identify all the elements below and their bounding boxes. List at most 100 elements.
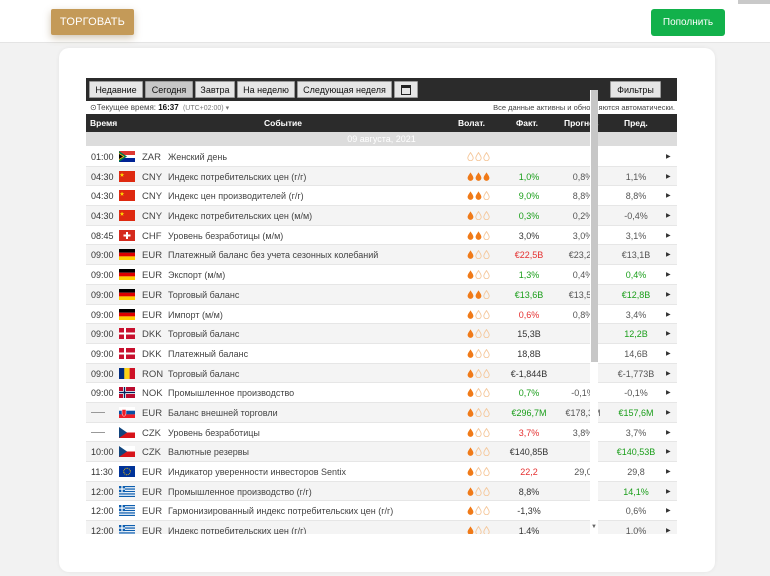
- event-actual: €296,7M: [511, 407, 547, 418]
- event-title: Индекс потребительских цен (г/г): [168, 526, 307, 534]
- event-previous: €157,6M: [618, 407, 654, 418]
- table-row[interactable]: 09:00 NOK Промышленное производство 0,7% -0,…: [86, 383, 677, 403]
- expand-arrow-icon[interactable]: ▶: [666, 252, 671, 259]
- volatility-icon: [467, 348, 490, 358]
- flag-ch-icon: [119, 229, 135, 241]
- event-currency: RON: [142, 368, 164, 380]
- event-actual: 1,3%: [518, 270, 540, 281]
- event-time: 04:30: [91, 191, 114, 202]
- event-title: Экспорт (м/м): [168, 270, 226, 281]
- table-row[interactable]: 09:00 DKK Торговый баланс 15,3B 12,2B ▶: [86, 324, 677, 344]
- expand-arrow-icon[interactable]: ▶: [666, 350, 671, 357]
- event-currency: NOK: [142, 388, 163, 400]
- deposit-button[interactable]: Пополнить: [651, 9, 725, 36]
- event-title: Торговый баланс: [168, 329, 240, 340]
- table-row[interactable]: 09:00 EUR Торговый баланс €13,6B €13,5B €12,8…: [86, 284, 677, 305]
- event-forecast: 0,8%: [572, 309, 594, 320]
- table-row[interactable]: 09:00 RON Торговый баланс €-1,844B €-1,773B ▶: [86, 363, 677, 384]
- event-previous: €12,8B: [621, 289, 651, 300]
- scrollbar-thumb[interactable]: [591, 90, 598, 362]
- calendar-icon: [401, 84, 411, 95]
- expand-arrow-icon[interactable]: ▶: [666, 370, 671, 377]
- expand-arrow-icon[interactable]: ▶: [666, 488, 671, 495]
- table-header: Время Событие Волат. Факт. Прогноз Пред.: [86, 114, 677, 132]
- event-currency: EUR: [142, 467, 163, 478]
- flag-cn-icon: [119, 190, 135, 202]
- table-row[interactable]: CZK Уровень безработицы 3,7% 3,8% 3,7% ▶: [86, 422, 677, 443]
- col-actual: Факт.: [516, 118, 539, 128]
- table-row[interactable]: 01:00 ZAR Женский день ▶: [86, 147, 677, 167]
- expand-arrow-icon[interactable]: ▶: [666, 429, 671, 436]
- event-title: Индекс потребительских цен (г/г): [168, 171, 307, 182]
- flag-gr-icon: [119, 485, 135, 497]
- table-row[interactable]: EUR Баланс внешней торговли €296,7M €178,3M…: [86, 402, 677, 423]
- table-row[interactable]: 09:00 EUR Платежный баланс без учета сезон…: [86, 245, 677, 266]
- table-row[interactable]: 04:30 CNY Индекс потребительских цен (г/г)…: [86, 166, 677, 187]
- table-row[interactable]: 10:00 CZK Валютные резервы €140,85B €140,53B…: [86, 442, 677, 462]
- expand-arrow-icon[interactable]: ▶: [666, 331, 671, 338]
- expand-arrow-icon[interactable]: ▶: [666, 291, 671, 298]
- table-row[interactable]: 09:00 EUR Импорт (м/м) 0,6% 0,8% 3,4% ▶: [86, 304, 677, 325]
- event-title: Торговый баланс: [168, 368, 240, 379]
- table-row[interactable]: 08:45 CHF Уровень безработицы (м/м) 3,0% 3,0…: [86, 225, 677, 246]
- event-previous: 0,6%: [625, 506, 647, 517]
- volatility-icon: [467, 407, 490, 417]
- scroll-down-arrow-icon[interactable]: ▼: [591, 524, 597, 530]
- table-row[interactable]: 12:00 EUR Гармонизированный индекс потреби…: [86, 501, 677, 522]
- event-title: Женский день: [168, 152, 228, 162]
- table-row[interactable]: 12:00 EUR Промышленное производство (г/г) 8…: [86, 481, 677, 502]
- flag-cz-icon: [119, 446, 135, 458]
- event-time: 04:30: [91, 211, 114, 222]
- table-row[interactable]: 09:00 EUR Экспорт (м/м) 1,3% 0,4% 0,4% ▶: [86, 265, 677, 285]
- event-currency: CZK: [142, 447, 161, 459]
- calendar-button[interactable]: [394, 81, 418, 98]
- table-row[interactable]: 09:00 DKK Платежный баланс 18,8B 14,6B ▶: [86, 343, 677, 364]
- scrollbar[interactable]: ▼: [590, 90, 598, 534]
- tab-week[interactable]: На неделю: [237, 81, 295, 98]
- volatility-icon: [467, 172, 490, 181]
- event-title: Платежный баланс: [168, 348, 249, 359]
- event-previous: 0,4%: [625, 270, 647, 281]
- event-actual: 8,8%: [518, 486, 540, 497]
- col-previous: Пред.: [624, 118, 648, 128]
- event-time: 09:00: [91, 348, 114, 359]
- event-title: Промышленное производство: [168, 388, 295, 399]
- event-actual: 0,3%: [518, 211, 540, 222]
- expand-arrow-icon[interactable]: ▶: [666, 449, 671, 456]
- expand-arrow-icon[interactable]: ▶: [666, 311, 671, 318]
- tab-tomorrow[interactable]: Завтра: [195, 81, 235, 98]
- expand-arrow-icon[interactable]: ▶: [666, 213, 671, 220]
- filters-button[interactable]: Фильтры: [610, 81, 661, 98]
- tab-next-week[interactable]: Следующая неделя: [297, 81, 392, 98]
- expand-arrow-icon[interactable]: ▶: [666, 508, 671, 515]
- expand-arrow-icon[interactable]: ▶: [666, 232, 671, 239]
- expand-arrow-icon[interactable]: ▶: [666, 272, 671, 279]
- flag-no-icon: [119, 387, 135, 399]
- event-time: 09:00: [91, 388, 114, 399]
- expand-arrow-icon[interactable]: ▶: [666, 193, 671, 200]
- event-time: 09:00: [91, 309, 114, 320]
- expand-arrow-icon[interactable]: ▶: [666, 173, 671, 180]
- status-bar: ⊙Текущее время: 16:37 (UTC+02:00) ▾ Все д…: [86, 101, 677, 114]
- tab-today[interactable]: Сегодня: [145, 81, 193, 98]
- table-row[interactable]: 12:00 EUR Индекс потребительских цен (г/г)…: [86, 521, 677, 534]
- event-currency: DKK: [142, 348, 162, 360]
- event-forecast: 29,0: [574, 467, 592, 477]
- current-time-value: 16:37: [158, 103, 179, 112]
- trade-button[interactable]: ТОРГОВАТЬ: [51, 9, 134, 35]
- expand-arrow-icon[interactable]: ▶: [666, 409, 671, 416]
- expand-arrow-icon[interactable]: ▶: [666, 154, 671, 160]
- table-row[interactable]: 04:30 CNY Индекс цен производителей (г/г) 9…: [86, 186, 677, 207]
- table-row[interactable]: 11:30 EUR Индикатор уверенности инвесторов…: [86, 462, 677, 482]
- table-row[interactable]: 04:30 CNY Индекс потребительских цен (м/м)…: [86, 206, 677, 226]
- expand-arrow-icon[interactable]: ▶: [666, 528, 671, 534]
- timezone-caret-icon[interactable]: ▾: [225, 105, 230, 112]
- event-previous: €13,1B: [621, 250, 651, 261]
- expand-arrow-icon[interactable]: ▶: [666, 469, 671, 475]
- expand-arrow-icon[interactable]: ▶: [666, 390, 671, 397]
- event-actual: 1,0%: [518, 171, 540, 182]
- tab-recent[interactable]: Недавние: [89, 81, 143, 98]
- event-time: 08:45: [91, 230, 114, 241]
- flag-de-icon: [119, 249, 135, 261]
- timezone-selector[interactable]: (UTC+02:00): [182, 105, 224, 112]
